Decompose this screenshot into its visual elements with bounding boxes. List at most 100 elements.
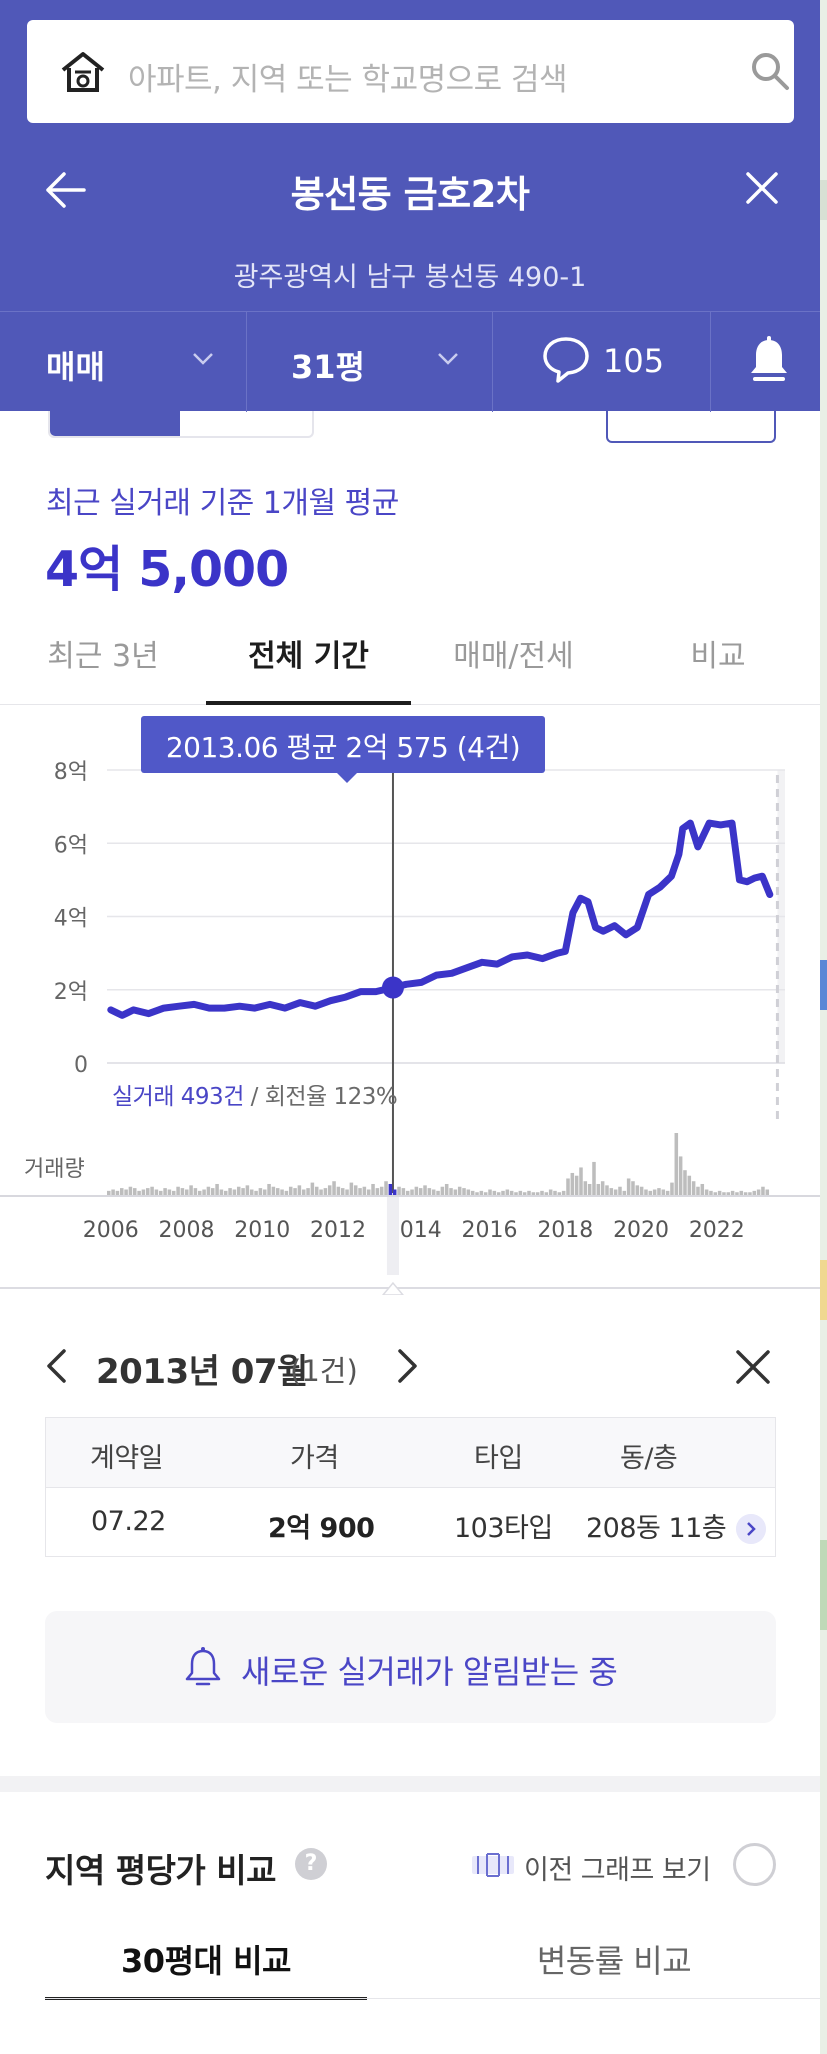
tab-change-rate-compare[interactable]: 변동률 비교 — [536, 1942, 692, 1980]
x-tick-label: 2020 — [613, 1218, 669, 1243]
volume-bar — [388, 1183, 393, 1195]
size-select-box[interactable] — [606, 411, 776, 443]
volume-bar — [761, 1186, 765, 1195]
trade-alert-text: 새로운 실거래가 알림받는 중 — [241, 1653, 618, 1691]
chevron-right-icon[interactable] — [736, 1514, 766, 1544]
deal-type-dropdown[interactable]: 매매 — [0, 312, 247, 412]
volume-bar — [475, 1192, 479, 1195]
volume-bar — [466, 1189, 471, 1195]
home-logo-icon[interactable] — [59, 50, 107, 94]
volume-bar — [405, 1190, 410, 1195]
volume-bar — [687, 1175, 692, 1195]
volume-bar — [275, 1188, 280, 1195]
x-tick-label: 2010 — [234, 1218, 290, 1243]
volume-bar — [392, 1189, 397, 1195]
scrubber-handle — [386, 1197, 399, 1275]
filter-row: 매매 31평 105 — [0, 311, 820, 412]
recent-average-price: 4억 5,000 — [45, 541, 289, 598]
volume-bar — [180, 1188, 185, 1195]
volume-bar — [557, 1192, 562, 1195]
close-icon[interactable] — [742, 168, 782, 208]
map-road — [820, 180, 827, 220]
volume-bar — [648, 1190, 653, 1195]
search-icon[interactable] — [749, 50, 791, 92]
volume-bar — [457, 1186, 462, 1195]
volume-bar — [444, 1183, 449, 1195]
tab-compare[interactable]: 비교 — [690, 639, 746, 674]
volume-bar — [141, 1189, 146, 1195]
close-icon[interactable] — [734, 1348, 772, 1386]
prev-graph-toggle[interactable] — [733, 1843, 776, 1886]
search-input[interactable]: 아파트, 지역 또는 학교명으로 검색 — [128, 62, 568, 98]
notification-button[interactable] — [711, 312, 820, 412]
region-section-title: 지역 평당가 비교 — [45, 1851, 277, 1890]
x-tick-label: 2008 — [159, 1218, 215, 1243]
volume-bar — [618, 1186, 622, 1195]
volume-bar — [709, 1190, 713, 1195]
volume-bar — [163, 1188, 167, 1195]
volume-bar — [332, 1181, 336, 1195]
volume-bar — [176, 1186, 180, 1195]
trade-count: 실거래 493건 / 회전율 123% — [112, 1077, 398, 1111]
map-road — [820, 1540, 827, 1630]
volume-bar — [124, 1189, 128, 1195]
volume-bar — [553, 1190, 557, 1195]
price-chart[interactable]: 8억 6억 4억 2억 0 2006 2008 2010 2012 2014 2016 2018 202… — [0, 705, 820, 1295]
volume-bar — [613, 1189, 618, 1195]
comments-button[interactable]: 105 — [493, 312, 711, 412]
volume-bar — [535, 1192, 540, 1195]
volume-bar — [306, 1188, 310, 1195]
help-icon[interactable]: ? — [295, 1848, 327, 1880]
turnover-text: / 회전율 123% — [250, 1084, 398, 1110]
section-divider — [0, 1776, 820, 1792]
volume-bar — [397, 1186, 401, 1195]
volume-bar — [492, 1190, 497, 1195]
volume-bar — [574, 1175, 579, 1195]
volume-bar — [284, 1190, 289, 1195]
volume-bar — [288, 1186, 293, 1195]
tab-sale-jeonse[interactable]: 매매/전세 — [453, 639, 574, 674]
volume-bar — [657, 1188, 661, 1195]
volume-bar — [691, 1181, 696, 1195]
volume-bar — [683, 1170, 687, 1195]
apartment-title: 봉선동 금호2차 — [290, 173, 530, 216]
volume-label: 거래량 — [24, 1157, 85, 1182]
volume-bar — [293, 1188, 297, 1195]
volume-bar — [228, 1188, 232, 1195]
selected-point — [381, 976, 404, 999]
chevron-down-icon — [438, 353, 458, 365]
volume-bar — [453, 1189, 458, 1195]
volume-bar — [700, 1183, 705, 1195]
search-bar[interactable]: 아파트, 지역 또는 학교명으로 검색 — [27, 20, 794, 123]
volume-bar — [327, 1185, 332, 1195]
volume-bar — [301, 1189, 306, 1195]
volume-bar — [232, 1189, 237, 1195]
chart-tooltip: 2013.06 평균 2억 575 (4건) — [141, 716, 545, 783]
volume-bar — [375, 1188, 380, 1195]
trade-alert-banner[interactable]: 새로운 실거래가 알림받는 중 — [45, 1611, 776, 1723]
volume-bar — [531, 1192, 536, 1195]
y-tick-label: 6억 — [54, 833, 88, 858]
back-arrow-icon[interactable] — [44, 170, 88, 210]
volume-bar — [267, 1183, 271, 1195]
volume-bar — [241, 1188, 245, 1195]
chevron-right-icon[interactable] — [396, 1348, 420, 1384]
volume-bar — [756, 1189, 761, 1195]
volume-bar — [132, 1188, 137, 1195]
volume-bar — [449, 1188, 453, 1195]
tab-all-period[interactable]: 전체 기간 — [206, 617, 411, 705]
price-type-toggle[interactable] — [48, 411, 314, 438]
volume-bar — [743, 1192, 748, 1195]
col-type: 타입 — [474, 1443, 523, 1474]
price-type-active[interactable] — [50, 411, 180, 436]
chevron-left-icon[interactable] — [44, 1348, 68, 1384]
apartment-address: 광주광역시 남구 봉선동 490-1 — [233, 262, 587, 293]
volume-bar — [366, 1189, 371, 1195]
volume-bar — [440, 1186, 445, 1195]
tab-30pyeong-compare[interactable]: 30평대 비교 — [45, 1930, 367, 2000]
trade-table-header: 계약일 가격 타입 동/층 — [46, 1418, 775, 1488]
size-dropdown[interactable]: 31평 — [247, 312, 493, 412]
tab-recent-3-years[interactable]: 최근 3년 — [47, 639, 159, 674]
volume-bar — [314, 1186, 319, 1195]
